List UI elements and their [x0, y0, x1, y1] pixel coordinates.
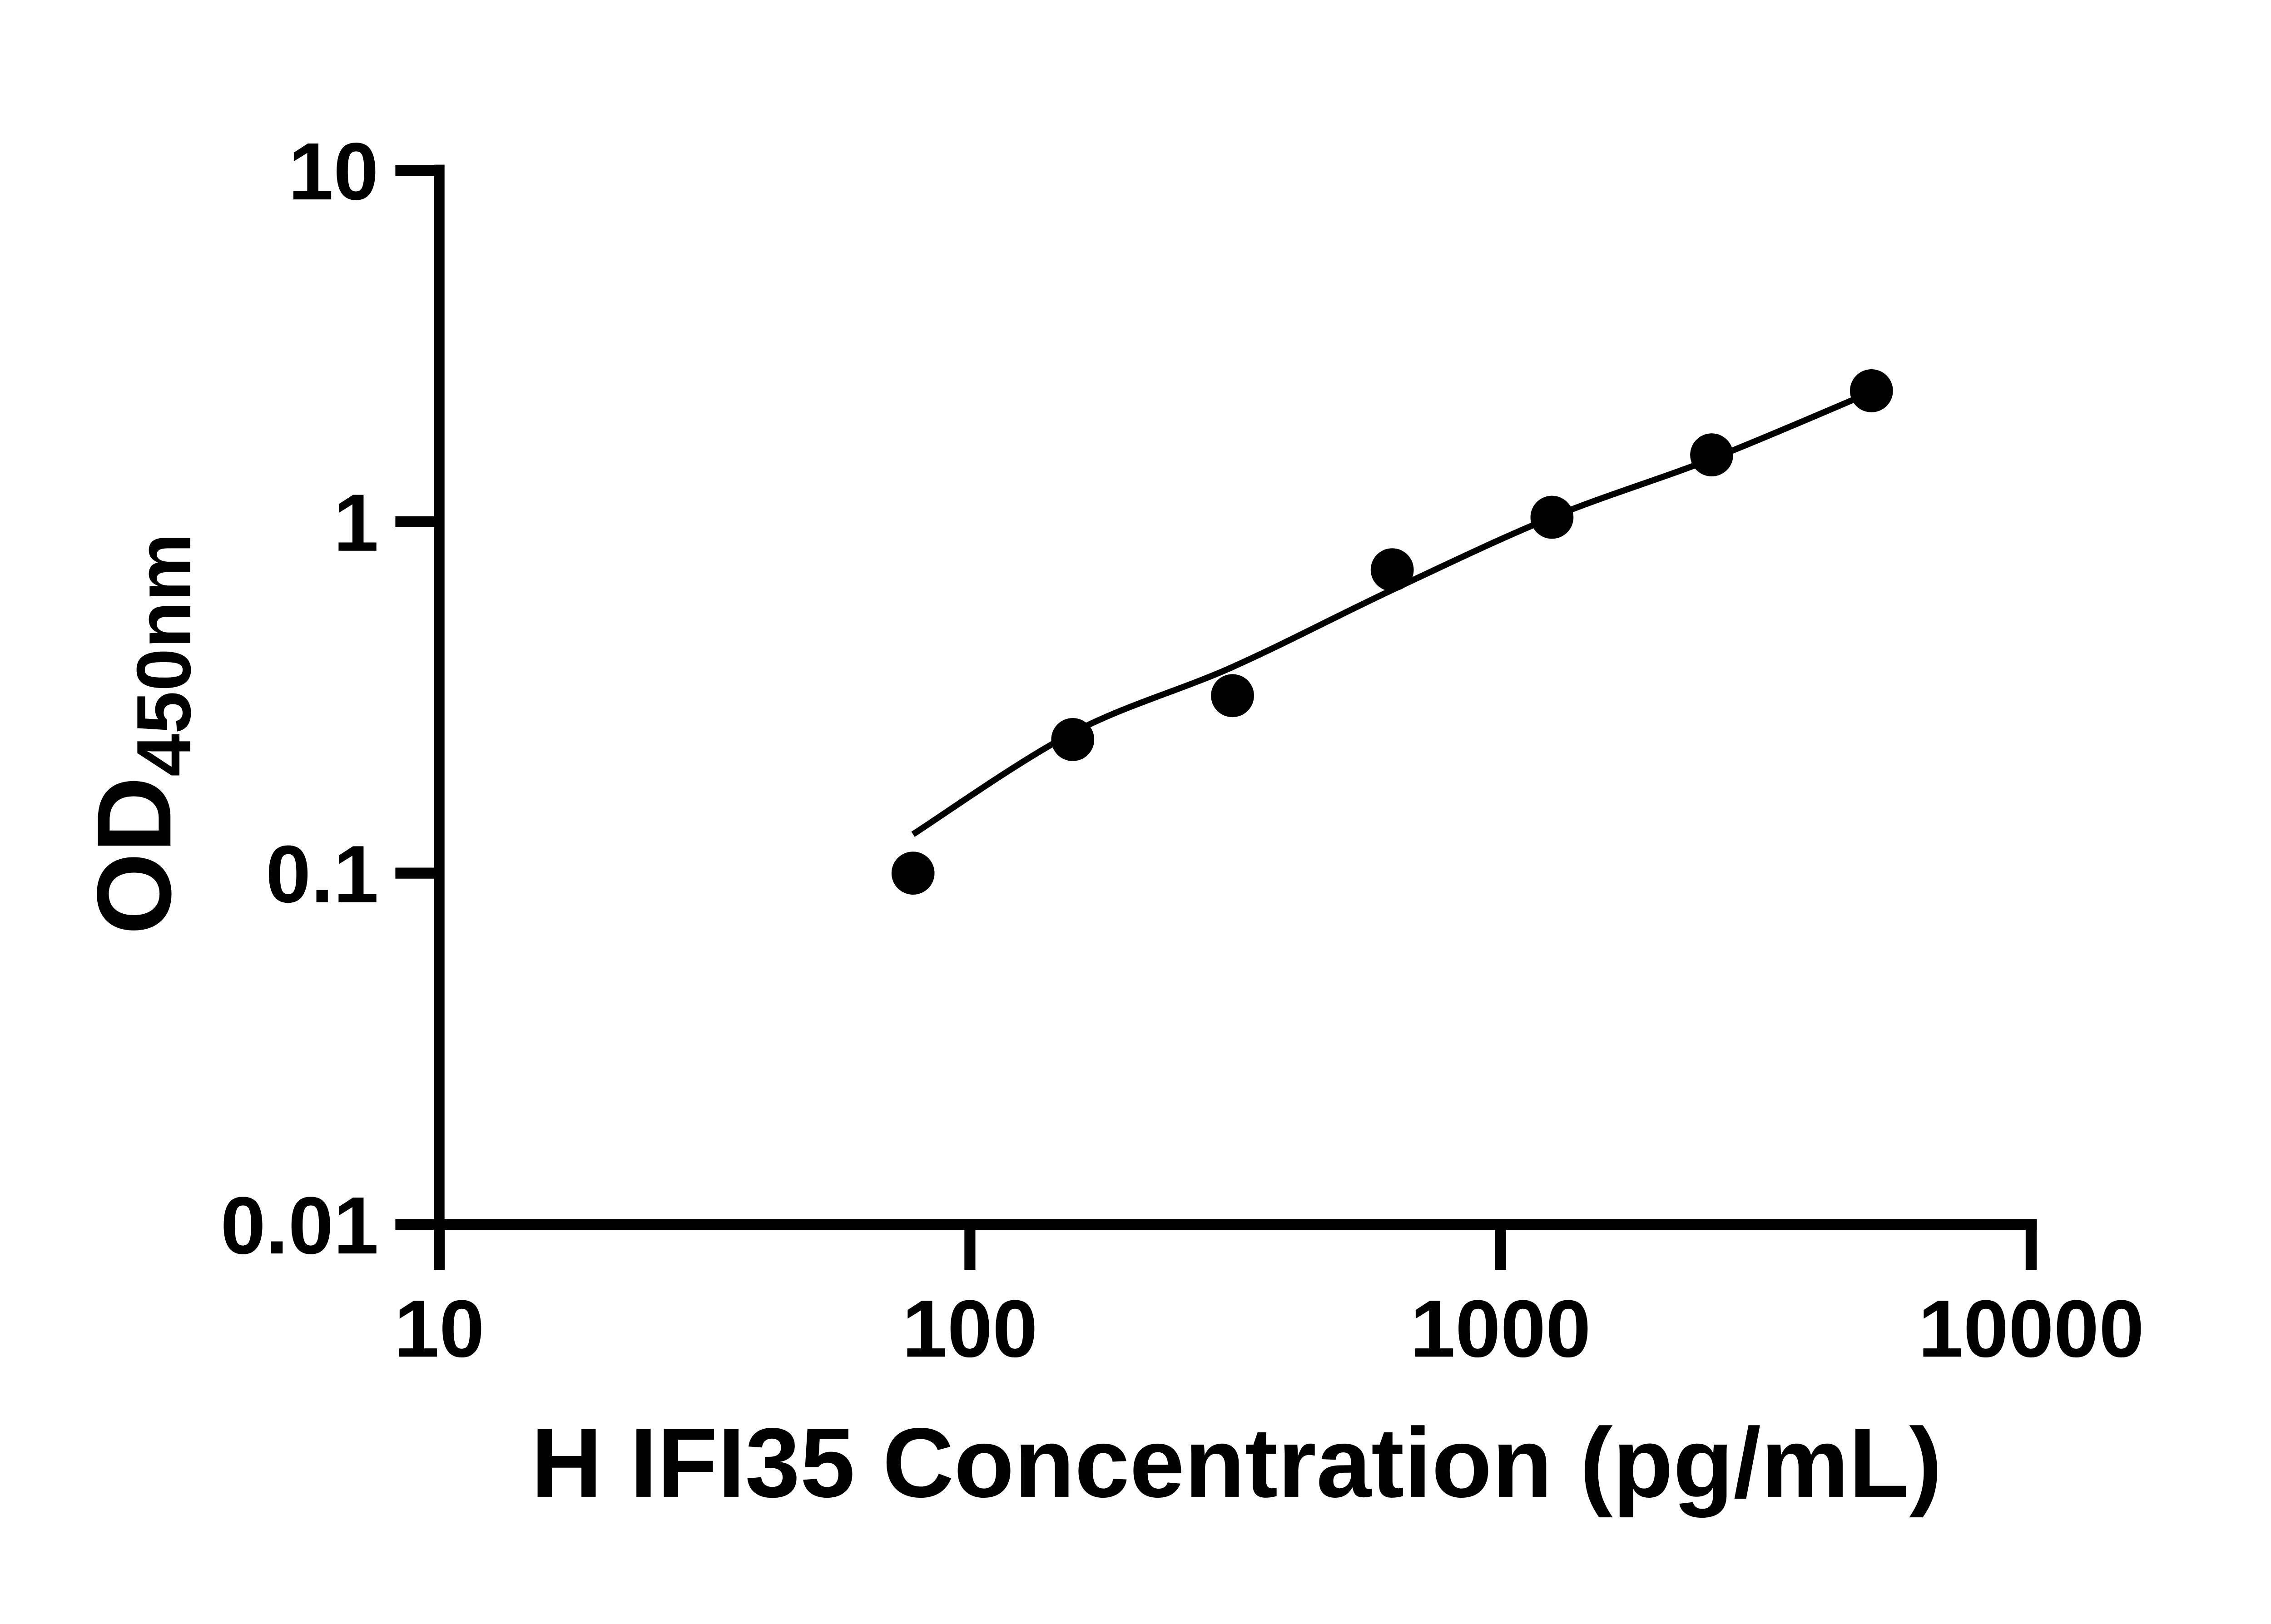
plot-series	[891, 369, 1893, 895]
y-axis-title: OD450nm	[75, 533, 207, 935]
y-tick-label: 1	[333, 477, 379, 568]
x-tick-label: 1000	[1410, 1283, 1591, 1374]
data-point-marker	[1051, 718, 1095, 761]
standard-curve-chart: 10 1 0.1 0.01 10 100 1000 10000 H IFI35 Concen…	[0, 26, 2271, 1598]
y-axis-tick-labels: 10 1 0.1 0.01	[220, 126, 378, 1271]
y-tick-label: 0.1	[266, 828, 379, 919]
x-tick-label: 100	[902, 1283, 1038, 1374]
x-axis-title: H IFI35 Concentration (pg/mL)	[531, 1408, 1942, 1518]
data-point-marker	[1530, 495, 1574, 539]
y-axis-title-main: OD	[75, 777, 193, 935]
data-point-marker	[1850, 369, 1893, 412]
y-axis-ticks	[395, 164, 434, 1230]
data-point-marker	[1370, 548, 1414, 591]
y-tick-label: 10	[288, 126, 379, 217]
data-point-marker	[1690, 433, 1733, 476]
x-tick-label: 10000	[1918, 1283, 2144, 1374]
y-tick-label: 0.01	[220, 1180, 378, 1271]
x-tick-label: 10	[394, 1283, 485, 1374]
data-point-marker	[1211, 674, 1254, 718]
data-point-marker	[891, 852, 935, 895]
x-axis-tick-labels: 10 100 1000 10000	[394, 1283, 2144, 1374]
y-axis-title-subscript: 450nm	[121, 533, 207, 777]
x-axis-ticks	[434, 1229, 2037, 1270]
